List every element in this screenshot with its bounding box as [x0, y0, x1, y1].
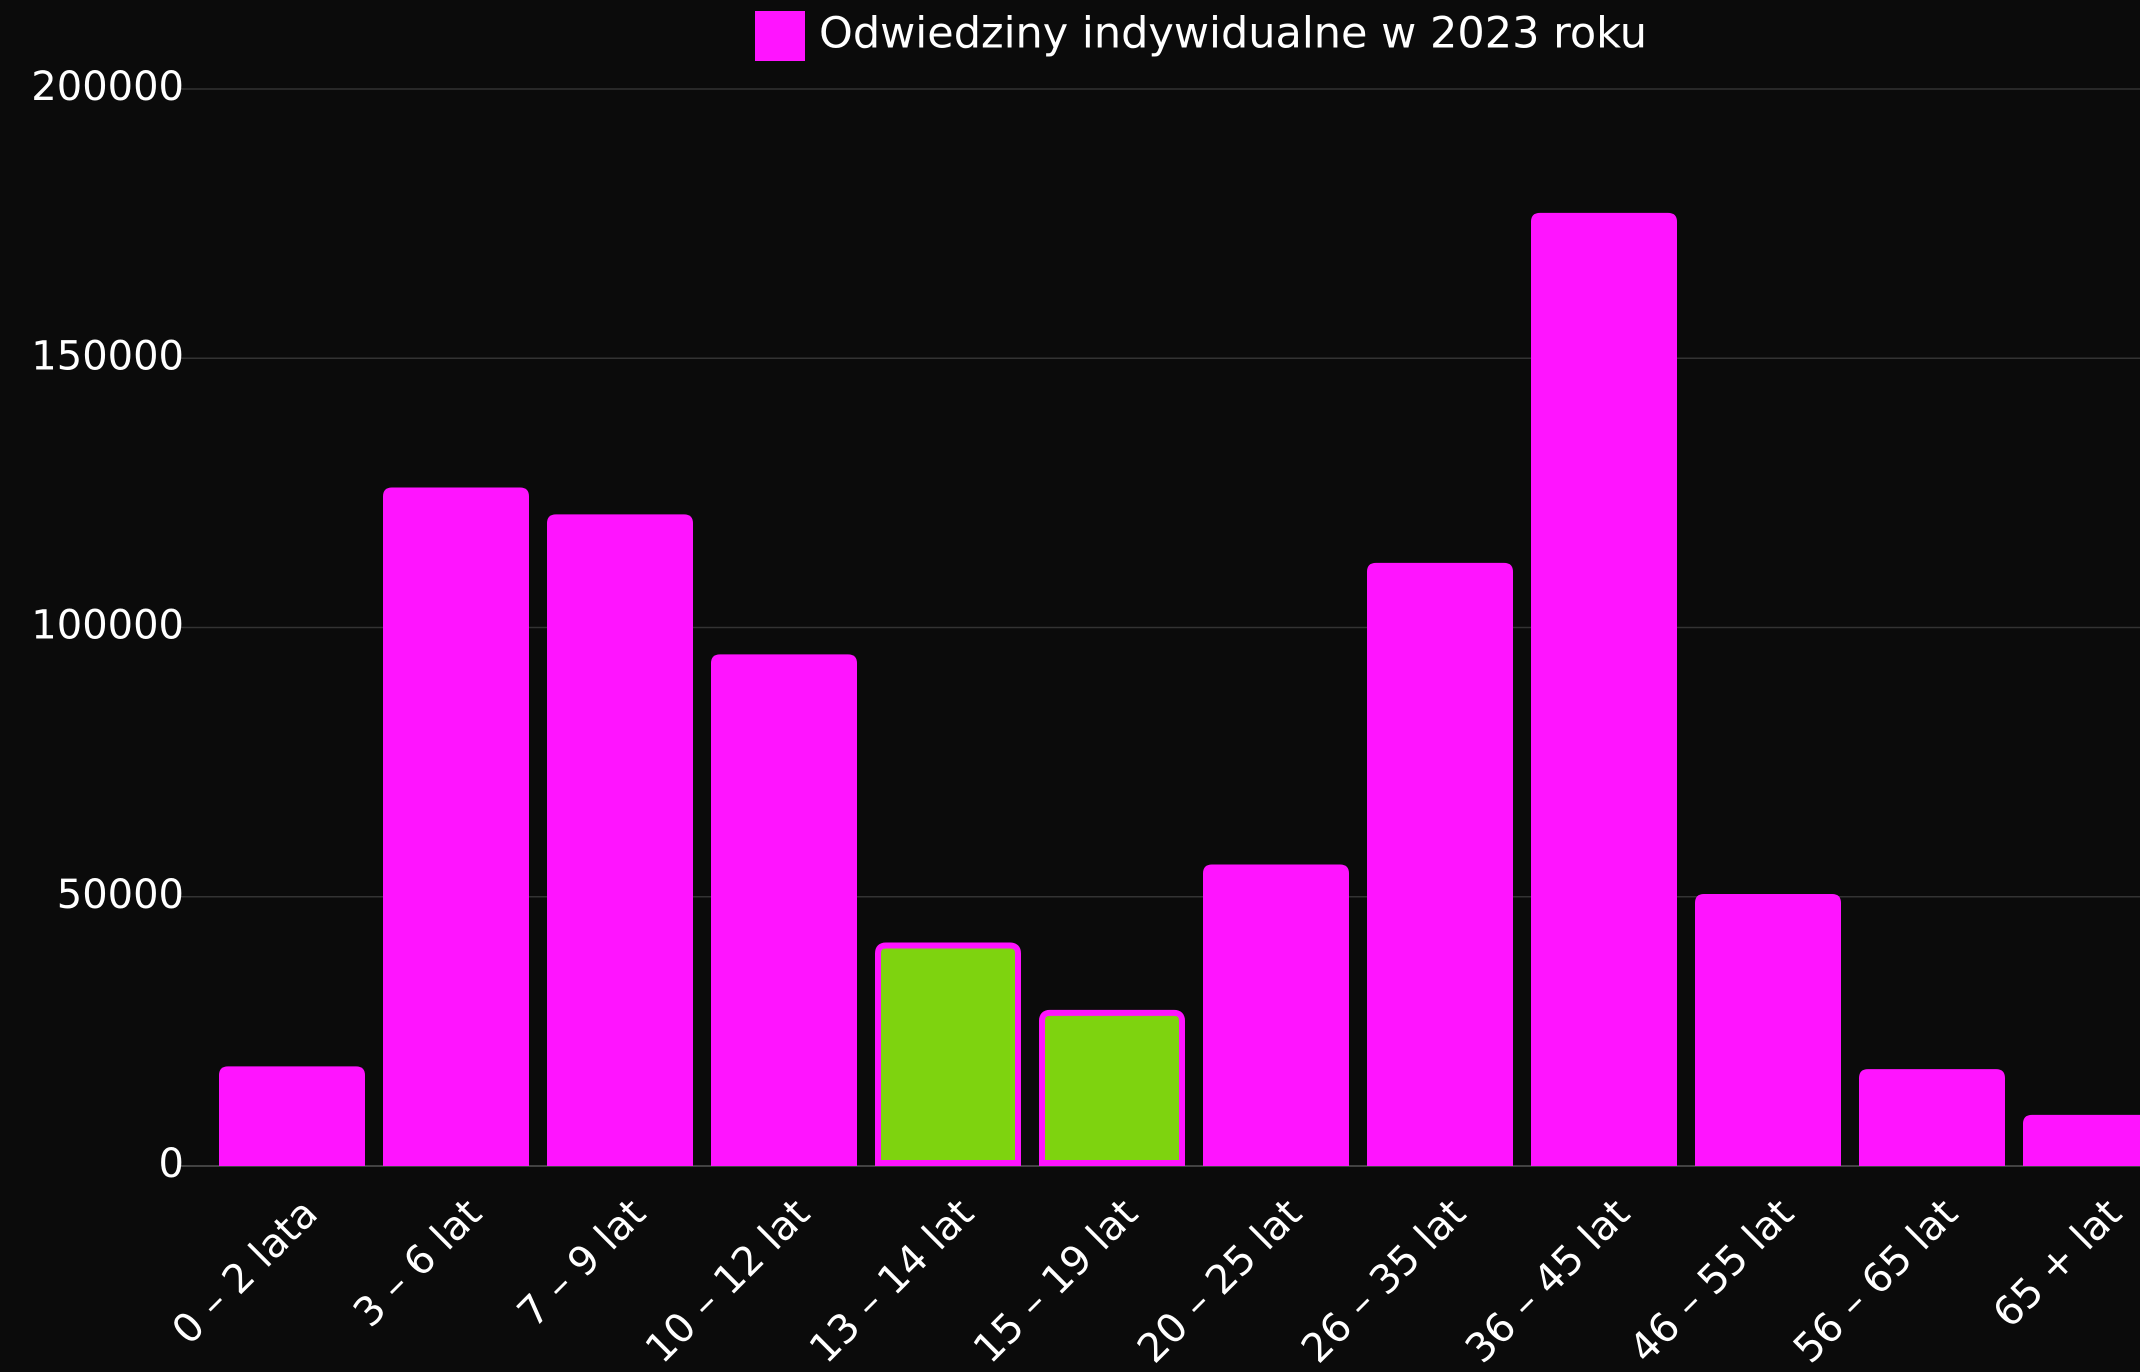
legend-label: Odwiedziny indywidualne w 2023 roku [819, 9, 1647, 59]
y-tick-label: 200000 [31, 64, 184, 110]
bar [383, 487, 529, 1166]
bar [1695, 894, 1841, 1166]
bar [219, 1066, 365, 1166]
bar [1531, 212, 1677, 1167]
bar [1203, 864, 1349, 1166]
legend-swatch [755, 11, 805, 61]
bar [547, 514, 693, 1166]
y-tick-label: 50000 [57, 872, 184, 918]
bar [875, 942, 1021, 1166]
y-tick-label: 100000 [31, 603, 184, 649]
bar [1367, 562, 1513, 1166]
bar [1039, 1009, 1185, 1166]
bar [2023, 1114, 2140, 1166]
bar [1859, 1069, 2005, 1166]
y-tick-label: 150000 [31, 333, 184, 379]
bar [711, 654, 857, 1166]
y-tick-label: 0 [159, 1141, 184, 1187]
